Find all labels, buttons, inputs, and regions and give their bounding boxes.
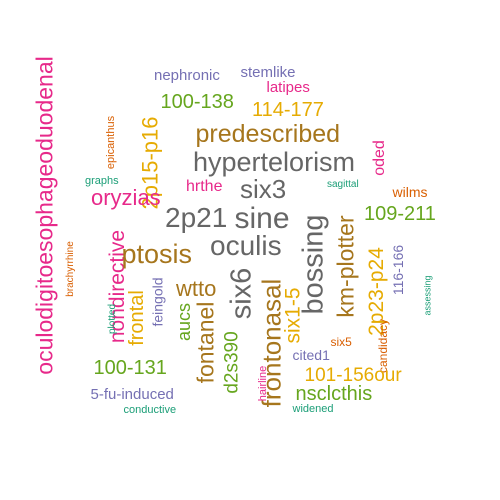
cloud-word: cited1 [292, 347, 330, 363]
cloud-word: km-plotter [332, 214, 359, 318]
cloud-word: predescribed [195, 119, 341, 148]
cloud-word: ptosis [121, 238, 193, 269]
cloud-word: feingold [149, 277, 166, 327]
cloud-word: 114-177 [252, 99, 324, 121]
cloud-word: hypertelorism [193, 146, 356, 177]
cloud-word: sine [234, 202, 290, 235]
cloud-word: graphs [85, 174, 119, 187]
cloud-word: oded [370, 140, 388, 176]
cloud-word: brachyrrhine [64, 241, 76, 297]
cloud-word: six5 [330, 335, 352, 349]
cloud-word: oryzias [91, 185, 161, 210]
cloud-word: 5-fu-induced [90, 385, 174, 403]
cloud-word: nephronic [154, 66, 220, 84]
cloud-word: wilms [392, 184, 428, 200]
cloud-word: six6 [225, 267, 258, 319]
cloud-word: frontal [125, 290, 148, 346]
cloud-word: assessing [422, 274, 433, 316]
cloud-word: aucs [174, 302, 195, 342]
cloud-word: 116-166 [390, 244, 407, 296]
cloud-word: oculodigitoesophageoduodenal [31, 55, 58, 375]
cloud-word: sagittal [327, 179, 359, 190]
cloud-word: 100-138 [160, 91, 234, 113]
cloud-word: stemlike [240, 63, 296, 81]
cloud-word: 109-211 [364, 203, 436, 225]
cloud-word: widened [292, 402, 334, 415]
cloud-word: 101-156our [304, 364, 402, 386]
cloud-word: d2s390 [221, 330, 243, 394]
cloud-word: six3 [240, 174, 287, 204]
cloud-word: latipes [266, 78, 310, 96]
cloud-word: plotted [107, 303, 119, 335]
cloud-word: hairline [256, 365, 269, 401]
cloud-word: six1-5 [281, 286, 305, 344]
cloud-word: 100-131 [93, 357, 167, 379]
cloud-word: oculis [210, 230, 282, 261]
cloud-word: hrthe [186, 178, 223, 195]
cloud-word: conductive [123, 403, 177, 416]
cloud-word: wtto [176, 276, 217, 301]
cloud-word: nsclcthis [295, 383, 373, 405]
cloud-word: 2p21 [165, 202, 228, 233]
cloud-word: fontanel [192, 301, 219, 383]
cloud-word: epicanthus [104, 115, 117, 169]
